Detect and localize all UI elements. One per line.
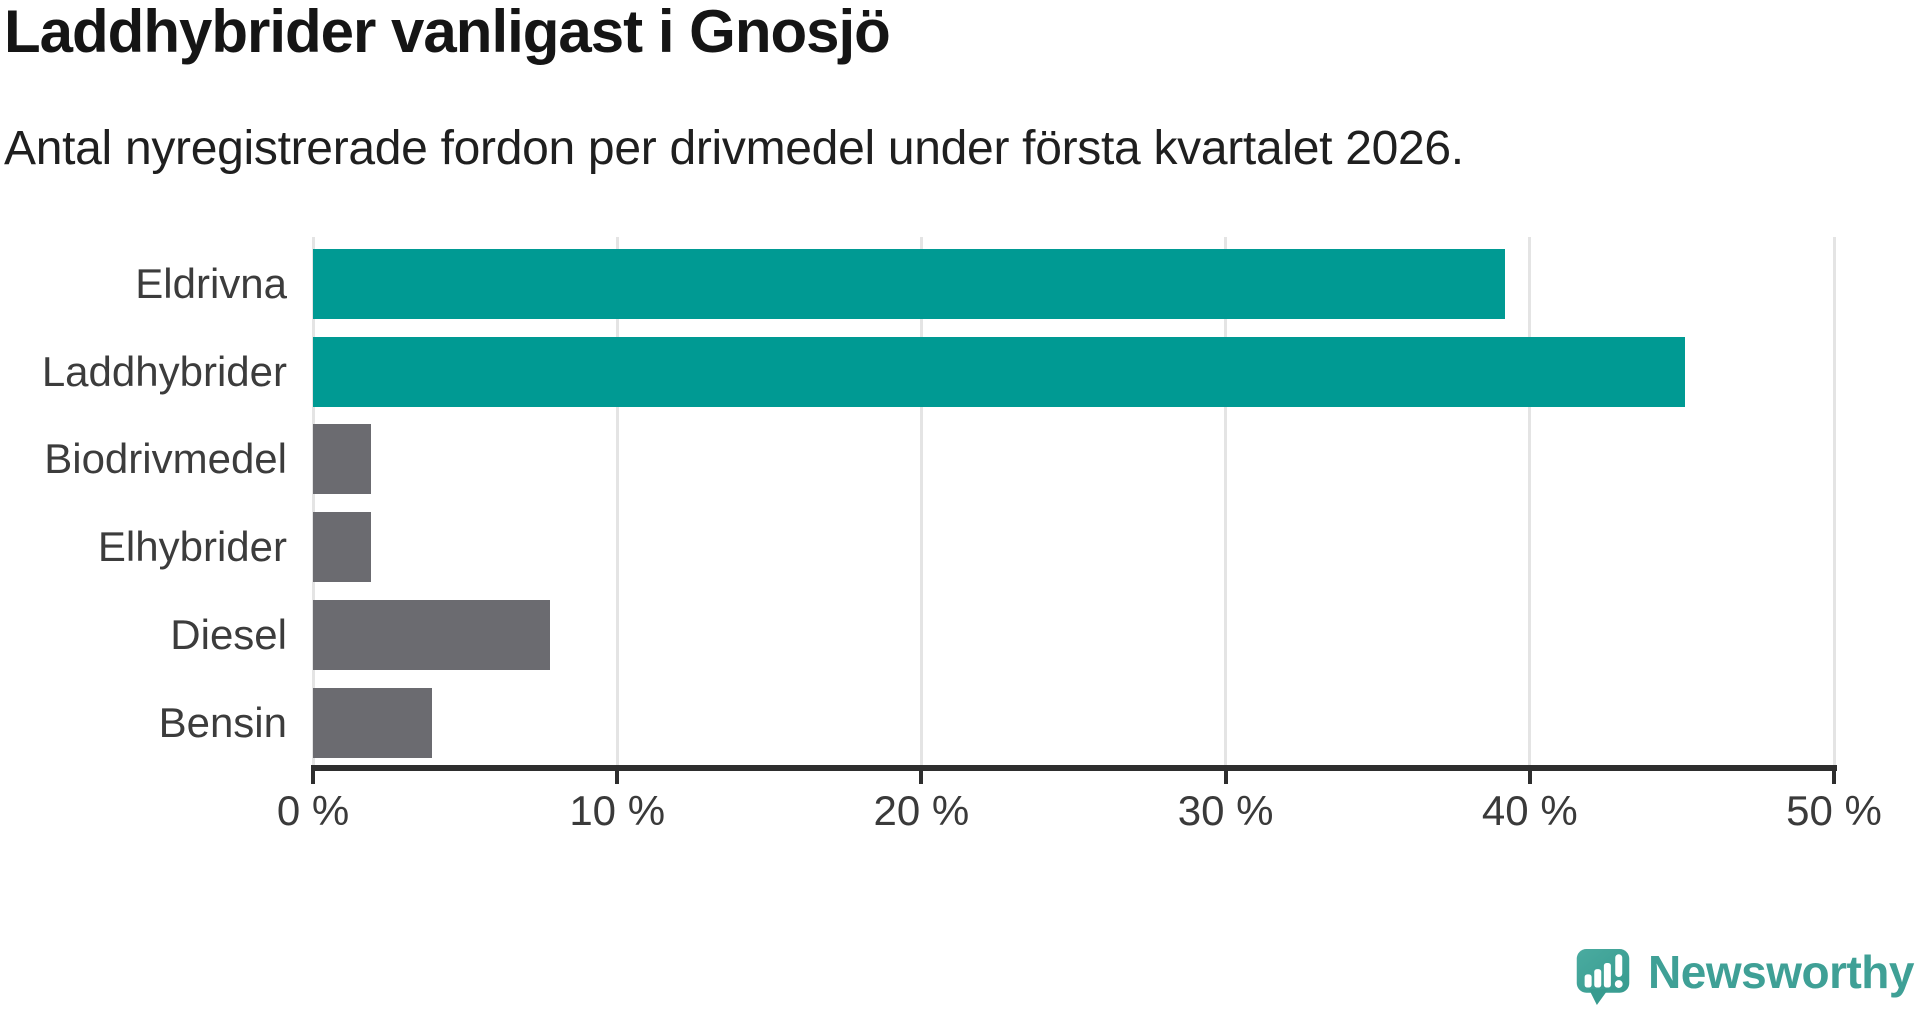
category-label-laddhybrider: Laddhybrider bbox=[41, 347, 287, 395]
gridline-20 bbox=[919, 237, 923, 765]
chart-subtitle: Antal nyregistrerade fordon per drivmede… bbox=[4, 122, 1464, 175]
gridline-0 bbox=[311, 237, 315, 765]
newsworthy-logo-text: Newsworthy bbox=[1648, 946, 1914, 998]
gridline-40 bbox=[1528, 237, 1532, 765]
x-axis-line bbox=[311, 765, 1837, 771]
x-axis-tick-30 bbox=[1223, 769, 1228, 784]
x-axis-tick-20 bbox=[919, 769, 924, 784]
gridline-10 bbox=[615, 237, 619, 765]
x-axis-tick-label-30: 30 % bbox=[1177, 787, 1274, 834]
category-label-bensin: Bensin bbox=[158, 698, 287, 746]
gridline-50 bbox=[1832, 237, 1836, 765]
newsworthy-logo-icon bbox=[1576, 949, 1630, 1005]
x-axis-tick-40 bbox=[1527, 769, 1532, 784]
bar-bensin bbox=[313, 687, 432, 758]
x-axis-tick-10 bbox=[615, 769, 620, 784]
bar-biodrivmedel bbox=[313, 424, 371, 495]
gridline-30 bbox=[1224, 237, 1228, 765]
bar-eldrivna bbox=[313, 249, 1506, 319]
x-axis-tick-label-40: 40 % bbox=[1481, 787, 1578, 834]
x-axis-tick-label-0: 0 % bbox=[276, 787, 350, 834]
category-label-eldrivna: Eldrivna bbox=[135, 260, 287, 307]
bar-elhybrider bbox=[313, 512, 371, 583]
newsworthy-logo: Newsworthy bbox=[1576, 949, 1914, 1005]
chart-title: Laddhybrider vanligast i Gnosjö bbox=[4, 0, 891, 65]
x-axis-tick-label-10: 10 % bbox=[569, 787, 666, 834]
x-axis-tick-50 bbox=[1832, 769, 1836, 784]
category-label-elhybrider: Elhybrider bbox=[97, 523, 287, 571]
category-label-diesel: Diesel bbox=[170, 610, 287, 658]
category-label-biodrivmedel: Biodrivmedel bbox=[44, 435, 287, 483]
bar-diesel bbox=[313, 599, 551, 670]
x-axis-tick-label-20: 20 % bbox=[873, 787, 970, 834]
bar-laddhybrider bbox=[313, 336, 1685, 407]
x-axis-tick-label-50: 50 % bbox=[1786, 787, 1882, 834]
x-axis-tick-0 bbox=[311, 769, 315, 784]
